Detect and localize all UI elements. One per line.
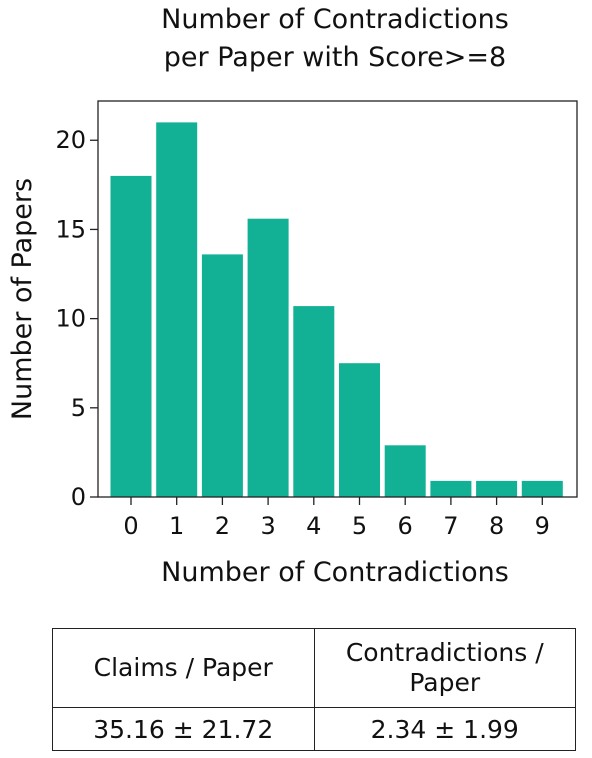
x-tick-label-5: 5 [352, 512, 367, 540]
chart-title-line-2: per Paper with Score>=8 [164, 42, 506, 73]
plot-frame [97, 100, 578, 498]
x-tick-label-2: 2 [215, 512, 230, 540]
bar-8 [476, 480, 518, 497]
y-axis-label: Number of Papers [7, 178, 38, 420]
contradictions-per-paper-header: Contradictions / Paper [313, 628, 576, 708]
x-tick-label-0: 0 [123, 512, 138, 540]
y-tick-label-0: 0 [71, 483, 86, 511]
bar-6 [384, 445, 426, 497]
summary-value-row: 35.16 ± 21.72 2.34 ± 1.99 [52, 707, 576, 751]
y-tick-label-20: 20 [55, 126, 86, 154]
bar-5 [339, 363, 380, 497]
x-tick-label-7: 7 [443, 512, 458, 540]
bar-0 [110, 175, 152, 497]
claims-per-paper-header: Claims / Paper [52, 628, 315, 708]
x-tick-label-4: 4 [306, 512, 321, 540]
x-tick-label-9: 9 [535, 512, 550, 540]
bar-1 [156, 122, 198, 498]
bar-4 [293, 306, 335, 497]
y-tick-label-15: 15 [55, 215, 86, 243]
bar-chart: Number of Contradictions per Paper with … [7, 4, 578, 588]
bar-9 [521, 480, 563, 497]
x-axis-label: Number of Contradictions [161, 557, 509, 588]
y-tick-label-5: 5 [71, 394, 86, 422]
x-tick-label-6: 6 [398, 512, 413, 540]
bar-3 [247, 218, 289, 497]
x-tick-label-1: 1 [169, 512, 184, 540]
contradictions-per-paper-header-text: Contradictions / Paper [345, 638, 544, 697]
bar-7 [430, 480, 472, 497]
contradictions-per-paper-value: 2.34 ± 1.99 [313, 707, 576, 751]
chart-title-line-1: Number of Contradictions [161, 4, 509, 35]
summary-table: Claims / Paper Contradictions / Paper 35… [52, 628, 576, 751]
claims-per-paper-value: 35.16 ± 21.72 [52, 707, 315, 751]
summary-header-row: Claims / Paper Contradictions / Paper [52, 628, 576, 708]
x-tick-label-3: 3 [260, 512, 275, 540]
y-tick-label-10: 10 [55, 305, 86, 333]
bar-2 [201, 254, 243, 497]
x-tick-label-8: 8 [489, 512, 504, 540]
